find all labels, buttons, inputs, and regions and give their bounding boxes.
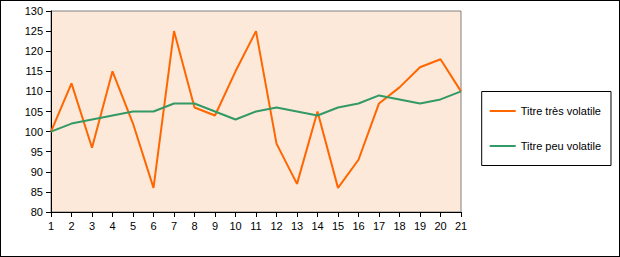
svg-text:14: 14 — [311, 220, 323, 232]
svg-text:5: 5 — [130, 220, 136, 232]
svg-text:11: 11 — [250, 220, 261, 232]
svg-text:1: 1 — [48, 220, 54, 232]
svg-text:4: 4 — [109, 220, 115, 232]
svg-text:120: 120 — [25, 45, 43, 57]
svg-text:115: 115 — [25, 65, 43, 77]
svg-text:Titre très volatile: Titre très volatile — [521, 105, 601, 117]
svg-text:90: 90 — [31, 166, 43, 178]
svg-text:100: 100 — [25, 126, 43, 138]
svg-text:16: 16 — [352, 220, 364, 232]
svg-text:105: 105 — [25, 106, 43, 118]
svg-text:15: 15 — [332, 220, 344, 232]
svg-text:80: 80 — [31, 206, 43, 218]
svg-text:18: 18 — [393, 220, 405, 232]
svg-text:Titre peu volatile: Titre peu volatile — [521, 140, 601, 152]
svg-text:21: 21 — [455, 220, 467, 232]
svg-text:7: 7 — [171, 220, 177, 232]
svg-text:9: 9 — [212, 220, 218, 232]
svg-text:3: 3 — [89, 220, 95, 232]
svg-text:17: 17 — [373, 220, 385, 232]
svg-text:2: 2 — [68, 220, 74, 232]
svg-text:19: 19 — [414, 220, 426, 232]
svg-text:85: 85 — [31, 186, 43, 198]
svg-text:95: 95 — [31, 146, 43, 158]
svg-text:6: 6 — [150, 220, 156, 232]
svg-text:125: 125 — [25, 25, 43, 37]
svg-text:12: 12 — [270, 220, 282, 232]
svg-text:20: 20 — [434, 220, 446, 232]
svg-text:130: 130 — [25, 5, 43, 17]
svg-text:13: 13 — [291, 220, 303, 232]
svg-text:110: 110 — [25, 85, 43, 97]
svg-text:8: 8 — [191, 220, 197, 232]
svg-text:10: 10 — [229, 220, 241, 232]
